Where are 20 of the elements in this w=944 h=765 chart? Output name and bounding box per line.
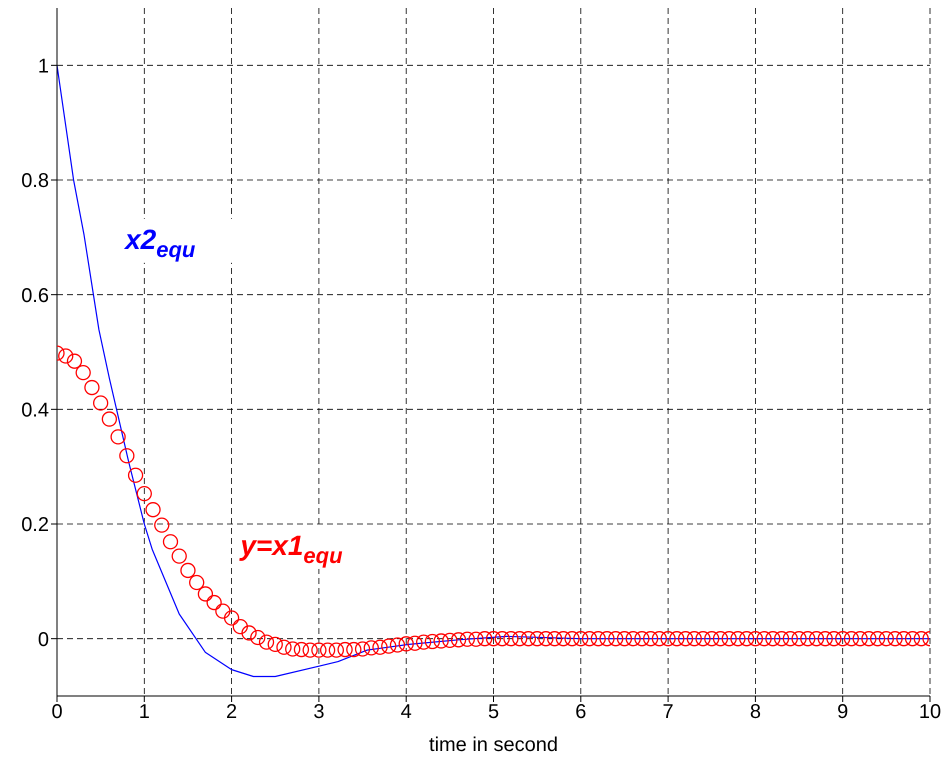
x-tick-label: 1 [138,701,150,724]
y-tick-label: 1 [38,55,49,78]
annotation: x2$_{equ}$ [123,224,196,262]
x-tick-label: 7 [662,701,674,724]
y-tick-label: 0.8 [21,170,49,192]
x-tick-label: 4 [400,701,412,724]
annotation: y=x1$_{equ}$ [238,530,344,568]
y-tick-label: 0.2 [21,514,49,536]
y-tick-label: 0.6 [21,284,49,307]
y-tick-label: 0 [38,628,49,651]
x-tick-label: 5 [488,701,500,724]
y-tick-label: 0.4 [21,399,49,422]
x-tick-label: 8 [750,701,761,724]
x-tick-label: 6 [575,701,586,724]
x-tick-label: 9 [837,701,848,724]
x-tick-label: 2 [226,701,238,724]
line-series [57,64,930,678]
x-tick-label: 10 [918,701,942,724]
x-tick-label: 3 [313,701,324,724]
x-axis-title: time in second [429,734,558,756]
